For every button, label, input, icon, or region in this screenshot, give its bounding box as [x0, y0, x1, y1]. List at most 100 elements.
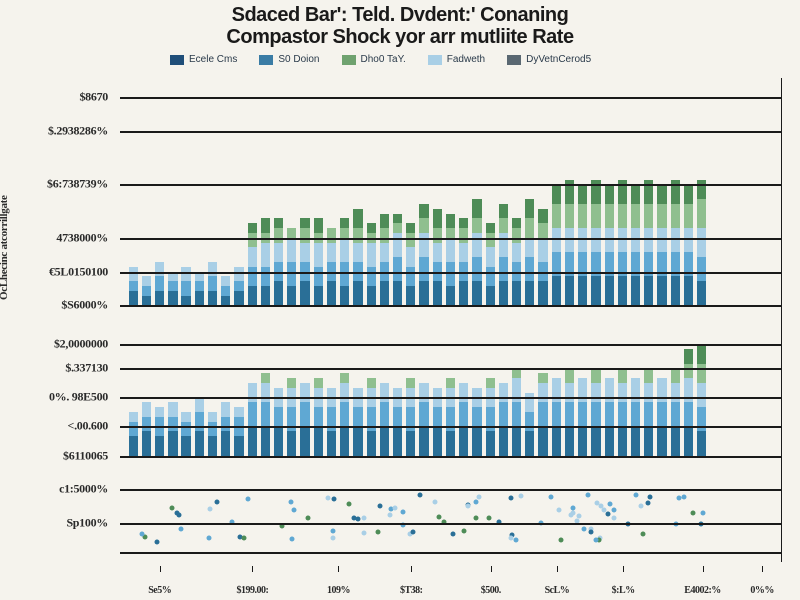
legend-swatch	[428, 55, 442, 65]
y-tick-label: 4738000%	[56, 230, 108, 245]
gridline	[120, 238, 781, 240]
y-tick-label: $.337130	[65, 361, 108, 376]
scatter-dot	[393, 506, 398, 511]
x-tick-label: 0%%	[750, 585, 774, 596]
scatter-dot	[487, 515, 492, 520]
scatter-dot	[208, 506, 213, 511]
scatter-dot	[581, 526, 586, 531]
scatter-dot	[612, 515, 617, 520]
legend-item: Fadweth	[428, 54, 485, 65]
legend-label: DyVetnCerod5	[526, 54, 591, 65]
x-tick-label: Se5%	[148, 585, 171, 596]
scatter-dot	[436, 514, 441, 519]
x-tick	[252, 566, 253, 572]
x-tick	[703, 566, 704, 572]
legend-swatch	[170, 55, 184, 65]
scatter-dot	[330, 536, 335, 541]
scatter-dot	[177, 513, 182, 518]
scatter-dot	[242, 536, 247, 541]
legend-item: S0 Doion	[259, 54, 319, 65]
y-tick-label: c1:5000%	[59, 482, 108, 497]
scatter-dot	[519, 494, 524, 499]
scatter-dot	[378, 504, 383, 509]
scatter-dot	[305, 515, 310, 520]
scatter-dot	[633, 493, 638, 498]
scatter-dot	[362, 530, 367, 535]
scatter-dot	[681, 495, 686, 500]
scatter-dot	[139, 531, 144, 536]
x-tick	[411, 566, 412, 572]
y-axis-labels: $8670$.2938286%$6:738739%4738000%€5L0150…	[0, 78, 118, 562]
scatter-dot	[465, 503, 470, 508]
scatter-dot	[331, 529, 336, 534]
legend-item: Ecele Cms	[170, 54, 237, 65]
legend-label: Fadweth	[447, 54, 485, 65]
scatter-dot	[548, 495, 553, 500]
scatter-dot	[594, 538, 599, 543]
scatter-dot	[508, 536, 513, 541]
x-tick-label: $199.00:	[236, 585, 268, 596]
legend-swatch	[259, 55, 273, 65]
y-tick-label: $6110065	[63, 448, 108, 463]
scatter-dot	[362, 516, 367, 521]
scatter-dot	[461, 529, 466, 534]
x-tick	[762, 566, 763, 572]
legend-item: Dho0 TaY.	[342, 54, 406, 65]
scatter-dot	[375, 530, 380, 535]
scatter-dot	[433, 500, 438, 505]
gridline	[120, 368, 781, 370]
scatter-dot	[677, 495, 682, 500]
y-tick-label: $2,0000000	[54, 337, 108, 352]
x-tick	[491, 566, 492, 572]
legend-item: DyVetnCerod5	[507, 54, 591, 65]
title-line-1: Sdaced Bar': Teld. Dvdent:' Conaning	[0, 4, 800, 26]
scatter-dot	[571, 511, 576, 516]
y-tick-label: $S6000%	[61, 298, 108, 313]
y-tick-label: $.2938286%	[48, 124, 108, 139]
legend-label: Dho0 TaY.	[361, 54, 406, 65]
x-tick-label: $:L%	[612, 585, 635, 596]
scatter-dot	[388, 513, 393, 518]
scatter-dot	[400, 510, 405, 515]
scatter-dot	[557, 507, 562, 512]
scatter-dot	[170, 505, 175, 510]
gridline	[120, 272, 781, 274]
x-tick	[338, 566, 339, 572]
gridline	[120, 397, 781, 399]
x-axis-labels: Se5%$199.00:109%$T38:$500.ScL%$:L%E4002:…	[120, 566, 782, 596]
y-tick-label: Sp100%	[66, 516, 108, 531]
x-tick-label: 109%	[327, 585, 350, 596]
gridline	[120, 97, 781, 99]
scatter-dot	[576, 514, 581, 519]
scatter-dot	[588, 530, 593, 535]
scatter-dot	[326, 495, 331, 500]
chart-title: Sdaced Bar': Teld. Dvdent:' Conaning Com…	[0, 4, 800, 48]
scatter-dot	[611, 507, 616, 512]
scatter-dot	[606, 512, 611, 517]
scatter-dot	[355, 516, 360, 521]
scatter-dot	[607, 502, 612, 507]
scatter-dot	[559, 538, 564, 543]
scatter-dot	[154, 539, 159, 544]
gridline	[120, 184, 781, 186]
legend-swatch	[507, 55, 521, 65]
scatter-dot	[450, 531, 455, 536]
gridline	[120, 426, 781, 428]
scatter-dot	[570, 505, 575, 510]
legend-swatch	[342, 55, 356, 65]
scatter-dot	[331, 497, 336, 502]
plot-area	[120, 78, 782, 562]
scatter-dot	[410, 530, 415, 535]
x-tick-label: E4002:%	[684, 585, 721, 596]
y-tick-label: <.00.600	[68, 419, 108, 434]
chart-container: Sdaced Bar': Teld. Dvdent:' Conaning Com…	[0, 0, 800, 600]
scatter-dot	[476, 494, 481, 499]
scatter-dot	[347, 502, 352, 507]
scatter-dot	[691, 510, 696, 515]
gridline	[120, 344, 781, 346]
y-tick-label: $8670	[79, 90, 108, 105]
x-tick	[557, 566, 558, 572]
scatter-dot	[645, 501, 650, 506]
scatter-dot	[595, 501, 600, 506]
y-tick-label: $6:738739%	[47, 177, 108, 192]
